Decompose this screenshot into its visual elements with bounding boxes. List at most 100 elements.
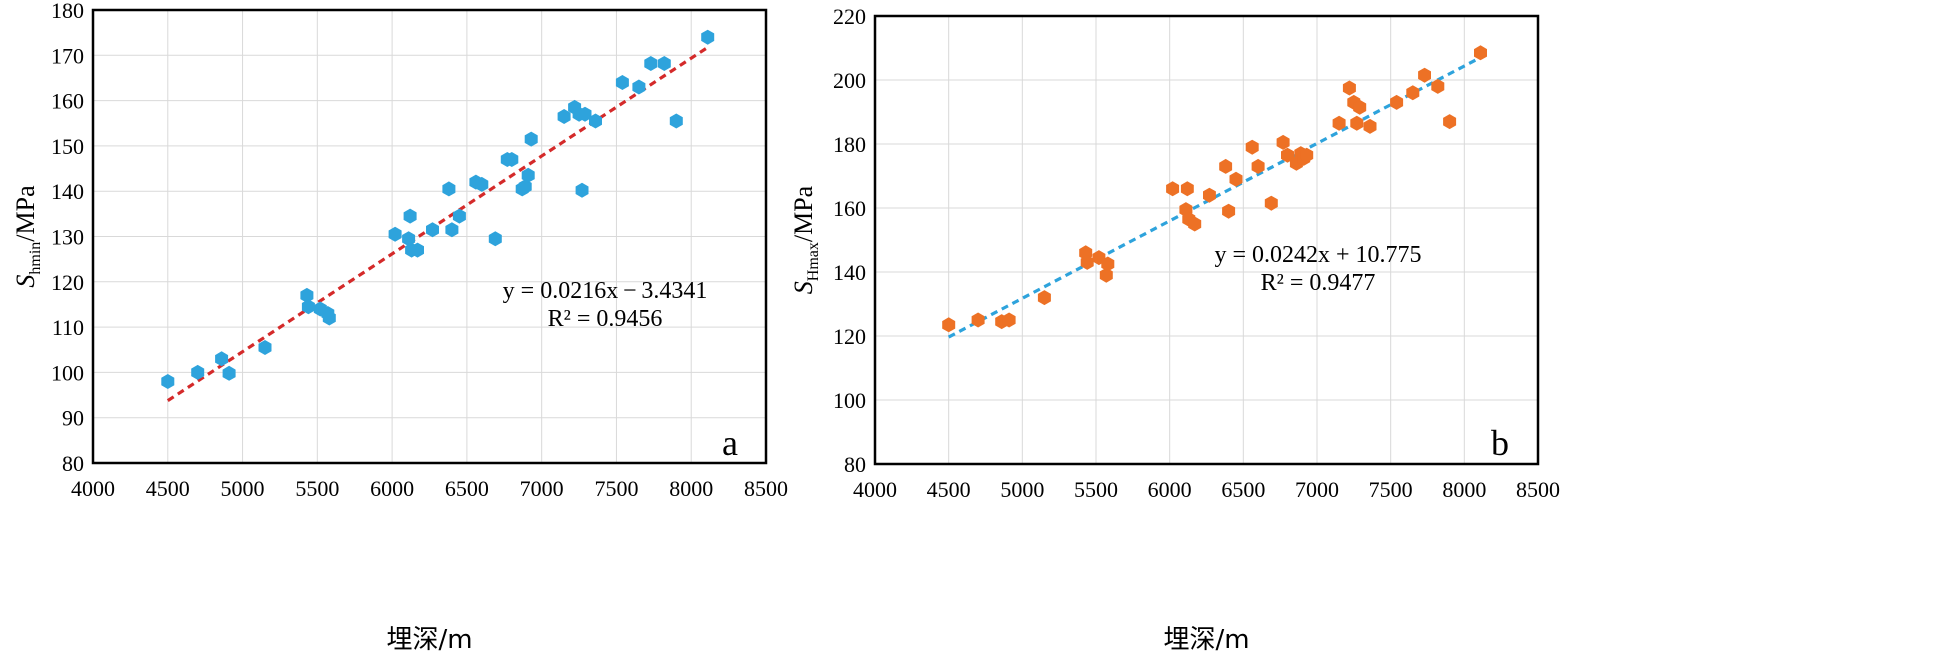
- x-tick-label: 5000: [1000, 477, 1044, 502]
- y-tick-label: 100: [51, 360, 84, 385]
- x-tick-label: 8000: [669, 476, 713, 501]
- x-tick-label: 8500: [1516, 477, 1560, 502]
- y-tick-label: 80: [844, 452, 866, 477]
- data-point: [1406, 85, 1420, 101]
- y-tick-label: 120: [833, 324, 866, 349]
- y-axis-unit: /MPa: [11, 185, 40, 242]
- data-point: [161, 374, 175, 389]
- data-point: [1002, 312, 1016, 328]
- y-axis-subscript: hmin: [27, 242, 44, 275]
- data-point: [1245, 139, 1259, 155]
- data-point: [1474, 45, 1487, 61]
- data-point: [1418, 67, 1431, 83]
- data-point: [615, 75, 629, 90]
- data-point: [222, 365, 236, 381]
- data-point: [191, 364, 205, 380]
- x-axis-label: 埋深/m: [1163, 625, 1249, 651]
- data-point: [300, 287, 314, 303]
- data-point: [452, 208, 466, 224]
- r-squared-label: R² = 0.9456: [548, 306, 663, 332]
- fit-equation: y = 0.0242x + 10.775: [1214, 242, 1421, 268]
- y-tick-label: 130: [51, 225, 84, 250]
- data-point: [411, 242, 424, 258]
- plot-frame: [91, 8, 768, 465]
- data-point: [445, 222, 459, 238]
- chart-panel-b: 4000 4500 5000 5500 6000 6500 7000 7500 8000 8500…: [789, 4, 1560, 651]
- data-point: [1342, 80, 1356, 96]
- data-point: [1251, 158, 1265, 174]
- data-point: [575, 182, 589, 198]
- data-point: [322, 310, 336, 326]
- data-point: [942, 317, 956, 333]
- data-point: [1219, 158, 1233, 174]
- panel-letter: b: [1491, 423, 1509, 463]
- y-tick-label: 220: [833, 4, 866, 29]
- x-tick-label: 6500: [445, 476, 489, 501]
- data-point: [557, 109, 571, 124]
- y-axis-symbol: S: [11, 275, 40, 288]
- x-tick-label: 4500: [927, 477, 971, 502]
- data-point: [1229, 171, 1243, 187]
- data-point: [1203, 187, 1216, 203]
- data-point: [301, 299, 315, 315]
- x-tick-label: 6500: [1221, 477, 1265, 502]
- x-tick-label: 5000: [221, 476, 265, 501]
- data-point: [475, 176, 489, 192]
- y-tick-label: 100: [833, 388, 866, 413]
- data-point: [971, 312, 985, 328]
- chart-panel-a: 4000 4500 5000 5500 6000 6500 7000 7500 8000 8500…: [11, 0, 788, 651]
- x-tick-label: 8000: [1442, 477, 1486, 502]
- y-tick-label: 170: [51, 43, 84, 68]
- fit-line: [166, 47, 708, 402]
- data-point: [657, 56, 671, 71]
- y-axis-symbol: S: [789, 281, 818, 294]
- data-point: [1363, 118, 1377, 134]
- data-point: [1166, 181, 1180, 197]
- data-point: [578, 106, 592, 122]
- y-tick-label: 90: [62, 406, 84, 431]
- x-tick-label: 5500: [295, 476, 339, 501]
- data-point: [402, 231, 416, 247]
- x-tick-label: 7500: [1369, 477, 1413, 502]
- data-point: [521, 167, 535, 183]
- data-point: [488, 231, 502, 247]
- data-point: [1180, 181, 1194, 197]
- data-point: [1431, 78, 1445, 94]
- x-tick-label: 4500: [146, 476, 190, 501]
- y-tick-label: 110: [52, 315, 84, 340]
- y-tick-label: 120: [51, 270, 84, 295]
- r-squared-label: R² = 0.9477: [1261, 270, 1376, 296]
- x-tick-label: 4000: [71, 476, 115, 501]
- data-point: [669, 113, 683, 129]
- x-axis-label: 埋深/m: [386, 625, 472, 651]
- x-tick-label: 7500: [594, 476, 638, 501]
- y-axis-label: Shmin/MPa: [11, 185, 44, 288]
- data-point: [426, 222, 439, 238]
- x-tick-label: 5500: [1074, 477, 1118, 502]
- y-tick-label: 160: [51, 89, 84, 114]
- x-tick-label: 4000: [853, 477, 897, 502]
- data-point: [589, 113, 602, 129]
- y-tick-label: 140: [833, 260, 866, 285]
- data-point: [1188, 216, 1202, 232]
- data-point: [505, 152, 519, 167]
- data-point: [1099, 267, 1113, 283]
- data-point: [1350, 115, 1364, 131]
- y-tick-label: 180: [833, 132, 866, 157]
- y-axis-unit: /MPa: [789, 185, 818, 242]
- y-tick-label: 80: [62, 451, 84, 476]
- x-tick-label: 7000: [1295, 477, 1339, 502]
- y-axis-label: SHmax/MPa: [789, 185, 822, 294]
- data-point: [1222, 203, 1236, 219]
- data-point: [1264, 195, 1278, 211]
- data-point: [442, 181, 456, 197]
- fit-equation: y = 0.0216x − 3.4341: [503, 278, 708, 304]
- x-tick-label: 7000: [520, 476, 564, 501]
- data-point: [524, 131, 538, 147]
- data-point: [644, 56, 658, 71]
- data-point: [1281, 147, 1294, 163]
- fit-line: [947, 56, 1480, 339]
- data-point: [1353, 99, 1367, 115]
- y-axis-subscript: Hmax: [805, 242, 822, 281]
